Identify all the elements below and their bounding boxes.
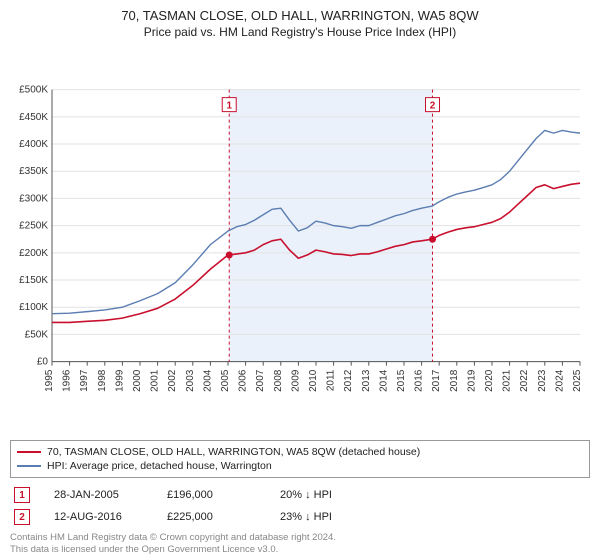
svg-text:2003: 2003 <box>185 369 196 392</box>
svg-text:2006: 2006 <box>238 369 249 392</box>
svg-text:2018: 2018 <box>449 369 460 392</box>
svg-text:£450K: £450K <box>19 112 48 123</box>
svg-text:£150K: £150K <box>19 275 48 286</box>
svg-text:£250K: £250K <box>19 221 48 232</box>
svg-text:£50K: £50K <box>25 329 49 340</box>
svg-text:2015: 2015 <box>396 369 407 392</box>
sale-vs-hpi: 23% ↓ HPI <box>280 511 375 523</box>
sale-date: 28-JAN-2005 <box>54 489 149 501</box>
svg-text:2025: 2025 <box>572 369 583 392</box>
svg-text:2005: 2005 <box>220 369 231 392</box>
sale-date: 12-AUG-2016 <box>54 511 149 523</box>
svg-text:2009: 2009 <box>290 369 301 392</box>
svg-text:2012: 2012 <box>343 369 354 392</box>
svg-text:2002: 2002 <box>167 369 178 392</box>
svg-text:£200K: £200K <box>19 248 48 259</box>
title-line-2: Price paid vs. HM Land Registry's House … <box>10 25 590 39</box>
svg-text:2020: 2020 <box>484 369 495 392</box>
svg-text:2021: 2021 <box>502 369 513 392</box>
svg-text:£300K: £300K <box>19 193 48 204</box>
svg-text:1998: 1998 <box>97 369 108 392</box>
svg-text:1: 1 <box>226 101 232 112</box>
sales-table: 1 28-JAN-2005 £196,000 20% ↓ HPI 2 12-AUG-201… <box>10 484 590 528</box>
sale-number-box: 1 <box>14 487 30 503</box>
legend-row: HPI: Average price, detached house, Warr… <box>17 459 583 473</box>
sale-vs-hpi: 20% ↓ HPI <box>280 489 375 501</box>
sale-price: £196,000 <box>167 489 262 501</box>
svg-text:1997: 1997 <box>79 369 90 392</box>
svg-text:2024: 2024 <box>554 369 565 392</box>
sale-number-box: 2 <box>14 509 30 525</box>
chart-page: 70, TASMAN CLOSE, OLD HALL, WARRINGTON, … <box>0 0 600 560</box>
svg-text:2011: 2011 <box>326 369 337 391</box>
title-line-1: 70, TASMAN CLOSE, OLD HALL, WARRINGTON, … <box>10 8 590 23</box>
svg-text:2001: 2001 <box>150 369 161 392</box>
svg-text:1999: 1999 <box>114 369 125 392</box>
svg-text:£100K: £100K <box>19 302 48 313</box>
svg-text:2023: 2023 <box>537 369 548 392</box>
legend-swatch <box>17 451 41 453</box>
svg-text:2: 2 <box>430 101 436 112</box>
svg-text:2013: 2013 <box>361 369 372 392</box>
footer: Contains HM Land Registry data © Crown c… <box>10 532 590 556</box>
svg-text:2010: 2010 <box>308 369 319 392</box>
footer-line-1: Contains HM Land Registry data © Crown c… <box>10 532 590 544</box>
sale-price: £225,000 <box>167 511 262 523</box>
svg-text:2014: 2014 <box>378 369 389 392</box>
chart: £0 £50K £100K £150K £200K £250K £300K £350K £400… <box>10 45 590 438</box>
legend-swatch <box>17 465 41 467</box>
svg-text:2000: 2000 <box>132 369 143 392</box>
titles: 70, TASMAN CLOSE, OLD HALL, WARRINGTON, … <box>10 8 590 39</box>
legend: 70, TASMAN CLOSE, OLD HALL, WARRINGTON, … <box>10 440 590 478</box>
svg-text:£0: £0 <box>37 357 49 368</box>
svg-text:2016: 2016 <box>414 369 425 392</box>
footer-line-2: This data is licensed under the Open Gov… <box>10 544 590 556</box>
svg-text:£400K: £400K <box>19 139 48 150</box>
svg-text:1996: 1996 <box>62 369 73 392</box>
legend-label: 70, TASMAN CLOSE, OLD HALL, WARRINGTON, … <box>47 446 420 458</box>
svg-text:2004: 2004 <box>202 369 213 392</box>
sale-row: 2 12-AUG-2016 £225,000 23% ↓ HPI <box>10 506 590 528</box>
svg-text:2007: 2007 <box>255 369 266 392</box>
svg-text:£500K: £500K <box>19 85 48 96</box>
svg-text:2019: 2019 <box>466 369 477 392</box>
legend-label: HPI: Average price, detached house, Warr… <box>47 460 272 472</box>
svg-text:1995: 1995 <box>44 369 55 392</box>
svg-text:£350K: £350K <box>19 166 48 177</box>
svg-text:2017: 2017 <box>431 369 442 392</box>
legend-row: 70, TASMAN CLOSE, OLD HALL, WARRINGTON, … <box>17 445 583 459</box>
sale-row: 1 28-JAN-2005 £196,000 20% ↓ HPI <box>10 484 590 506</box>
svg-text:2008: 2008 <box>273 369 284 392</box>
chart-svg: £0 £50K £100K £150K £200K £250K £300K £350K £400… <box>10 45 590 438</box>
svg-text:2022: 2022 <box>519 369 530 392</box>
